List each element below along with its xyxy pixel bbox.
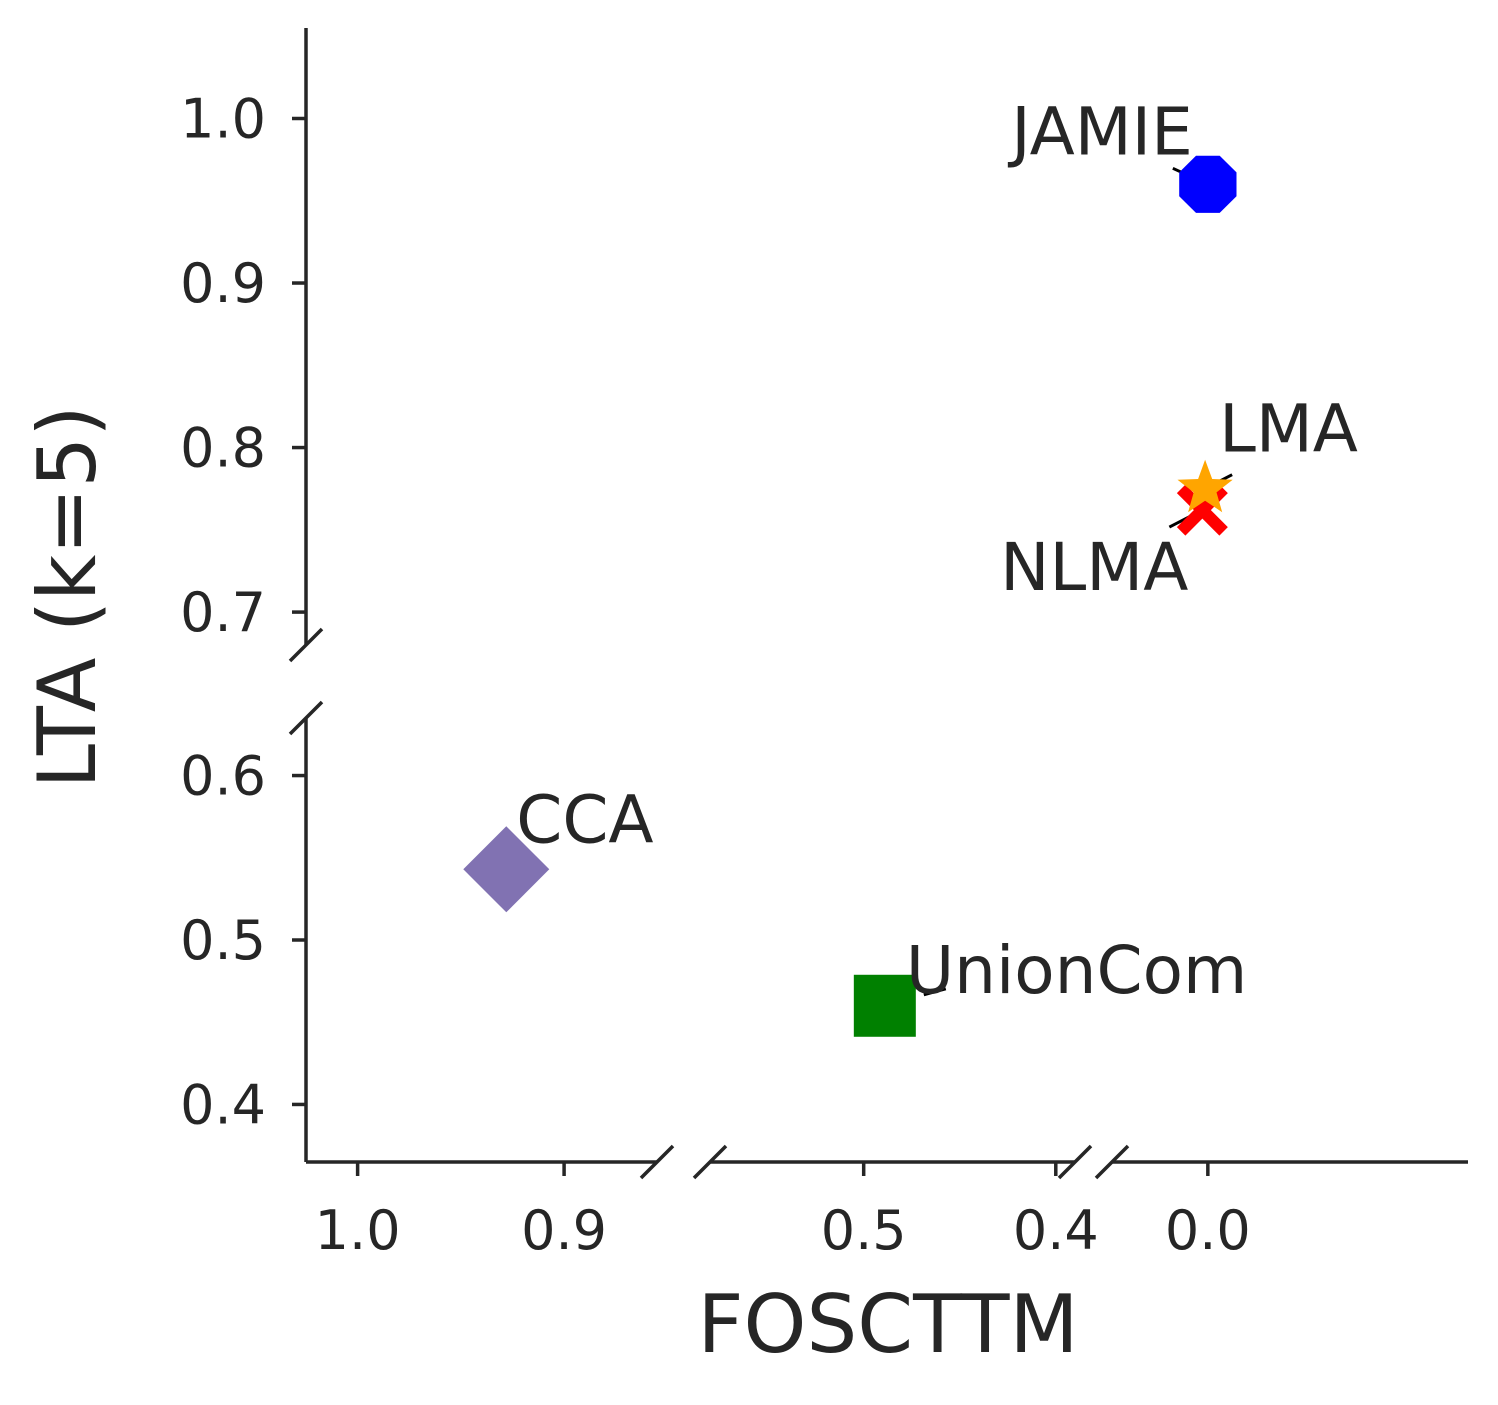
- unioncom-marker: [853, 974, 916, 1037]
- y-tick-label: 0.5: [180, 909, 266, 972]
- jamie-marker: [1179, 155, 1237, 213]
- y-tick-label: 0.6: [180, 745, 266, 808]
- y-break-mark: [288, 700, 324, 736]
- x-tick-label: 0.4: [1013, 1199, 1099, 1262]
- lma-label: LMA: [1219, 391, 1358, 468]
- annotations: JAMIE NLMA LMA CCA UnionCom: [516, 93, 1358, 1008]
- x-break-mark: [1094, 1144, 1130, 1180]
- tick-marks: 1.0 0.9 0.5 0.4 0.0 0.7 0.8 0.9 1.0 0.4 0.5 0.6: [180, 87, 1251, 1262]
- x-axis-label: FOSCTTM: [698, 1278, 1079, 1371]
- x-break-mark: [1057, 1144, 1093, 1180]
- data-points: [463, 155, 1237, 1037]
- cca-marker: [463, 826, 550, 913]
- cca-label: CCA: [516, 781, 653, 858]
- lma-marker: [1177, 459, 1233, 513]
- y-tick-label: 0.9: [180, 252, 266, 315]
- x-tick-label: 0.5: [821, 1199, 907, 1262]
- y-tick-label: 1.0: [180, 87, 266, 150]
- x-tick-label: 0.9: [521, 1199, 607, 1262]
- y-tick-label: 0.7: [180, 581, 266, 644]
- x-break-mark: [639, 1144, 675, 1180]
- unioncom-leader: [923, 987, 947, 997]
- y-tick-label: 0.8: [180, 417, 266, 480]
- y-tick-label: 0.4: [180, 1073, 266, 1136]
- x-tick-label: 1.0: [315, 1199, 401, 1262]
- jamie-label: JAMIE: [1007, 93, 1193, 170]
- y-break-mark: [288, 627, 324, 663]
- x-break-mark: [692, 1144, 728, 1180]
- nlma-label: NLMA: [1000, 529, 1188, 606]
- x-tick-label: 0.0: [1165, 1199, 1251, 1262]
- y-axis-label: LTA (k=5): [21, 405, 114, 788]
- unioncom-label: UnionCom: [906, 932, 1247, 1009]
